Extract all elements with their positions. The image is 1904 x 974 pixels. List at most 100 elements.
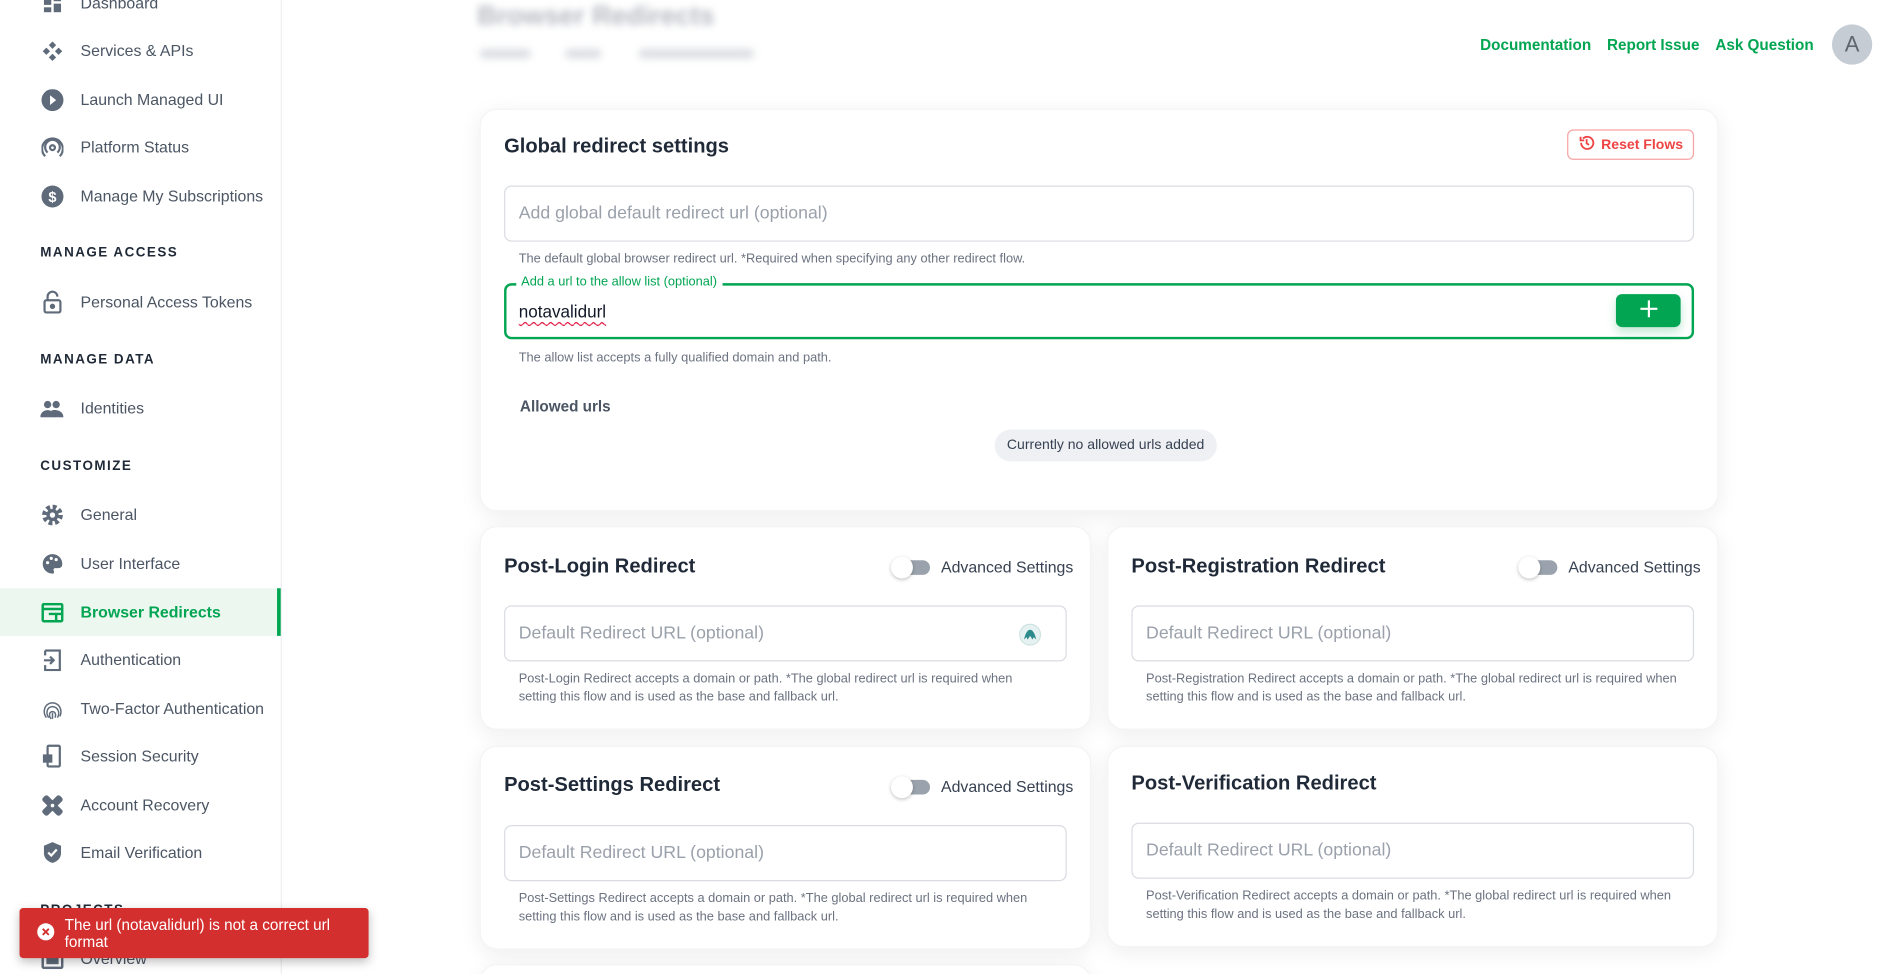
post-verification-url-input[interactable]: Default Redirect URL (optional) bbox=[1131, 822, 1695, 879]
sidebar-item-label: Browser Redirects bbox=[80, 602, 221, 622]
post-registration-card: Post-Registration Redirect Advanced Sett… bbox=[1106, 526, 1719, 730]
reset-flows-label: Reset Flows bbox=[1601, 137, 1684, 152]
sidebar-item-label: Dashboard bbox=[80, 0, 159, 13]
history-icon bbox=[1578, 134, 1595, 155]
empty-state-chip: Currently no allowed urls added bbox=[994, 429, 1217, 462]
sidebar-item-label: Launch Managed UI bbox=[80, 90, 224, 109]
toast-message: The url (notavalidurl) is not a correct … bbox=[64, 915, 331, 951]
advanced-settings-toggle[interactable]: Advanced Settings bbox=[1518, 555, 1701, 578]
placeholder: Add global default redirect url (optiona… bbox=[518, 203, 828, 224]
sidebar-item-personal-access-tokens[interactable]: Personal Access Tokens bbox=[0, 278, 281, 326]
reset-flows-button[interactable]: Reset Flows bbox=[1566, 129, 1695, 160]
error-toast: The url (notavalidurl) is not a correct … bbox=[19, 908, 369, 959]
breadcrumb bbox=[479, 48, 531, 59]
card-title: Global redirect settings bbox=[504, 135, 730, 158]
documentation-link[interactable]: Documentation bbox=[1480, 36, 1592, 54]
services-icon bbox=[40, 39, 63, 62]
sidebar-item-session-security[interactable]: Session Security bbox=[0, 732, 281, 780]
placeholder: Default Redirect URL (optional) bbox=[1146, 623, 1392, 644]
sidebar-item-email-verification[interactable]: Email Verification bbox=[0, 829, 281, 877]
post-settings-url-input[interactable]: Default Redirect URL (optional) bbox=[504, 825, 1067, 882]
ask-question-link[interactable]: Ask Question bbox=[1715, 36, 1814, 54]
floating-label: Add a url to the allow list (optional) bbox=[516, 274, 722, 290]
section-heading: MANAGE ACCESS bbox=[40, 245, 179, 260]
help-text: The allow list accepts a fully qualified… bbox=[518, 350, 832, 365]
allow-list-input[interactable]: Add a url to the allow list (optional) n… bbox=[504, 274, 1695, 340]
sidebar-item-label: User Interface bbox=[80, 554, 181, 573]
play-icon bbox=[40, 88, 63, 111]
placeholder: Default Redirect URL (optional) bbox=[518, 843, 764, 863]
lock-icon bbox=[40, 290, 63, 314]
report-issue-link[interactable]: Report Issue bbox=[1607, 36, 1700, 54]
sidebar-item-label: Account Recovery bbox=[80, 795, 210, 815]
sidebar-item-label: General bbox=[80, 505, 138, 524]
browser-icon bbox=[40, 600, 63, 623]
bandage-icon bbox=[40, 793, 63, 816]
post-login-card: Post-Login Redirect Advanced Settings De… bbox=[479, 526, 1092, 730]
phone-lock-icon bbox=[40, 744, 63, 768]
sidebar-item-authentication[interactable]: Authentication bbox=[0, 636, 281, 684]
allowed-urls-heading: Allowed urls bbox=[519, 397, 611, 415]
help-text: Post-Login Redirect accepts a domain or … bbox=[518, 671, 1013, 705]
password-manager-icon[interactable] bbox=[1019, 623, 1042, 651]
sidebar-item-general[interactable]: General bbox=[0, 491, 281, 539]
sidebar-item-subscriptions[interactable]: $ Manage My Subscriptions bbox=[0, 172, 281, 220]
top-links: Documentation Report Issue Ask Question … bbox=[1480, 24, 1873, 65]
sidebar-item-two-factor[interactable]: Two-Factor Authentication bbox=[0, 685, 281, 733]
toggle-label: Advanced Settings bbox=[1568, 557, 1701, 577]
dashboard-icon bbox=[40, 0, 63, 15]
palette-icon bbox=[40, 552, 63, 575]
sidebar-item-label: Platform Status bbox=[80, 137, 190, 157]
sidebar-item-user-interface[interactable]: User Interface bbox=[0, 539, 281, 587]
toggle-label: Advanced Settings bbox=[941, 777, 1074, 796]
advanced-settings-toggle[interactable]: Advanced Settings bbox=[890, 775, 1074, 798]
global-redirect-card: Global redirect settings Reset Flows Add… bbox=[479, 108, 1719, 512]
sidebar-item-label: Services & APIs bbox=[80, 41, 194, 60]
post-settings-card: Post-Settings Redirect Advanced Settings… bbox=[479, 745, 1092, 950]
sidebar-item-services[interactable]: Services & APIs bbox=[0, 27, 281, 75]
sidebar-item-browser-redirects[interactable]: Browser Redirects bbox=[0, 588, 281, 636]
dollar-icon: $ bbox=[40, 184, 63, 207]
sidebar-item-account-recovery[interactable]: Account Recovery bbox=[0, 781, 281, 829]
sidebar-item-label: Personal Access Tokens bbox=[80, 292, 253, 312]
svg-text:$: $ bbox=[48, 189, 56, 205]
post-login-url-input[interactable]: Default Redirect URL (optional) bbox=[504, 605, 1067, 662]
login-icon bbox=[40, 648, 63, 671]
breadcrumb bbox=[565, 48, 602, 59]
card-title: Post-Login Redirect bbox=[504, 555, 696, 578]
gear-icon bbox=[40, 503, 63, 526]
next-card bbox=[479, 964, 1092, 974]
avatar[interactable]: A bbox=[1831, 24, 1873, 65]
sidebar: Dashboard Services & APIs Launch Managed… bbox=[0, 0, 282, 974]
advanced-settings-toggle[interactable]: Advanced Settings bbox=[890, 555, 1073, 578]
section-heading: MANAGE DATA bbox=[40, 352, 156, 368]
global-default-url-input[interactable]: Add global default redirect url (optiona… bbox=[504, 185, 1695, 242]
input-value: notavalidurl bbox=[518, 301, 607, 321]
help-text: Post-Verification Redirect accepts a dom… bbox=[1146, 888, 1672, 922]
add-url-button[interactable] bbox=[1615, 294, 1681, 328]
sidebar-item-identities[interactable]: Identities bbox=[0, 384, 281, 432]
sidebar-item-label: Session Security bbox=[80, 746, 199, 766]
help-text: Post-Settings Redirect accepts a domain … bbox=[518, 890, 1028, 924]
sidebar-item-launch-managed-ui[interactable]: Launch Managed UI bbox=[0, 76, 281, 124]
placeholder: Default Redirect URL (optional) bbox=[518, 623, 764, 644]
card-title: Post-Verification Redirect bbox=[1131, 772, 1377, 795]
shield-check-icon bbox=[40, 841, 63, 864]
sidebar-item-label: Identities bbox=[80, 399, 145, 418]
section-heading: CUSTOMIZE bbox=[40, 458, 133, 474]
sidebar-item-platform-status[interactable]: Platform Status bbox=[0, 123, 281, 171]
card-title: Post-Settings Redirect bbox=[504, 773, 721, 796]
sidebar-item-label: Two-Factor Authentication bbox=[80, 699, 265, 718]
broadcast-icon bbox=[40, 135, 63, 158]
fingerprint-icon bbox=[40, 697, 63, 720]
help-text: The default global browser redirect url.… bbox=[518, 251, 1026, 267]
error-circle-icon bbox=[37, 922, 55, 944]
sidebar-item-label: Manage My Subscriptions bbox=[80, 186, 264, 206]
sidebar-item-label: Email Verification bbox=[80, 843, 203, 862]
users-icon bbox=[40, 397, 64, 420]
plus-icon bbox=[1639, 300, 1657, 321]
breadcrumb bbox=[638, 48, 755, 59]
page-title: Browser Redirects bbox=[477, 0, 715, 31]
post-registration-url-input[interactable]: Default Redirect URL (optional) bbox=[1131, 605, 1695, 662]
sidebar-item-dashboard[interactable]: Dashboard bbox=[0, 0, 281, 27]
